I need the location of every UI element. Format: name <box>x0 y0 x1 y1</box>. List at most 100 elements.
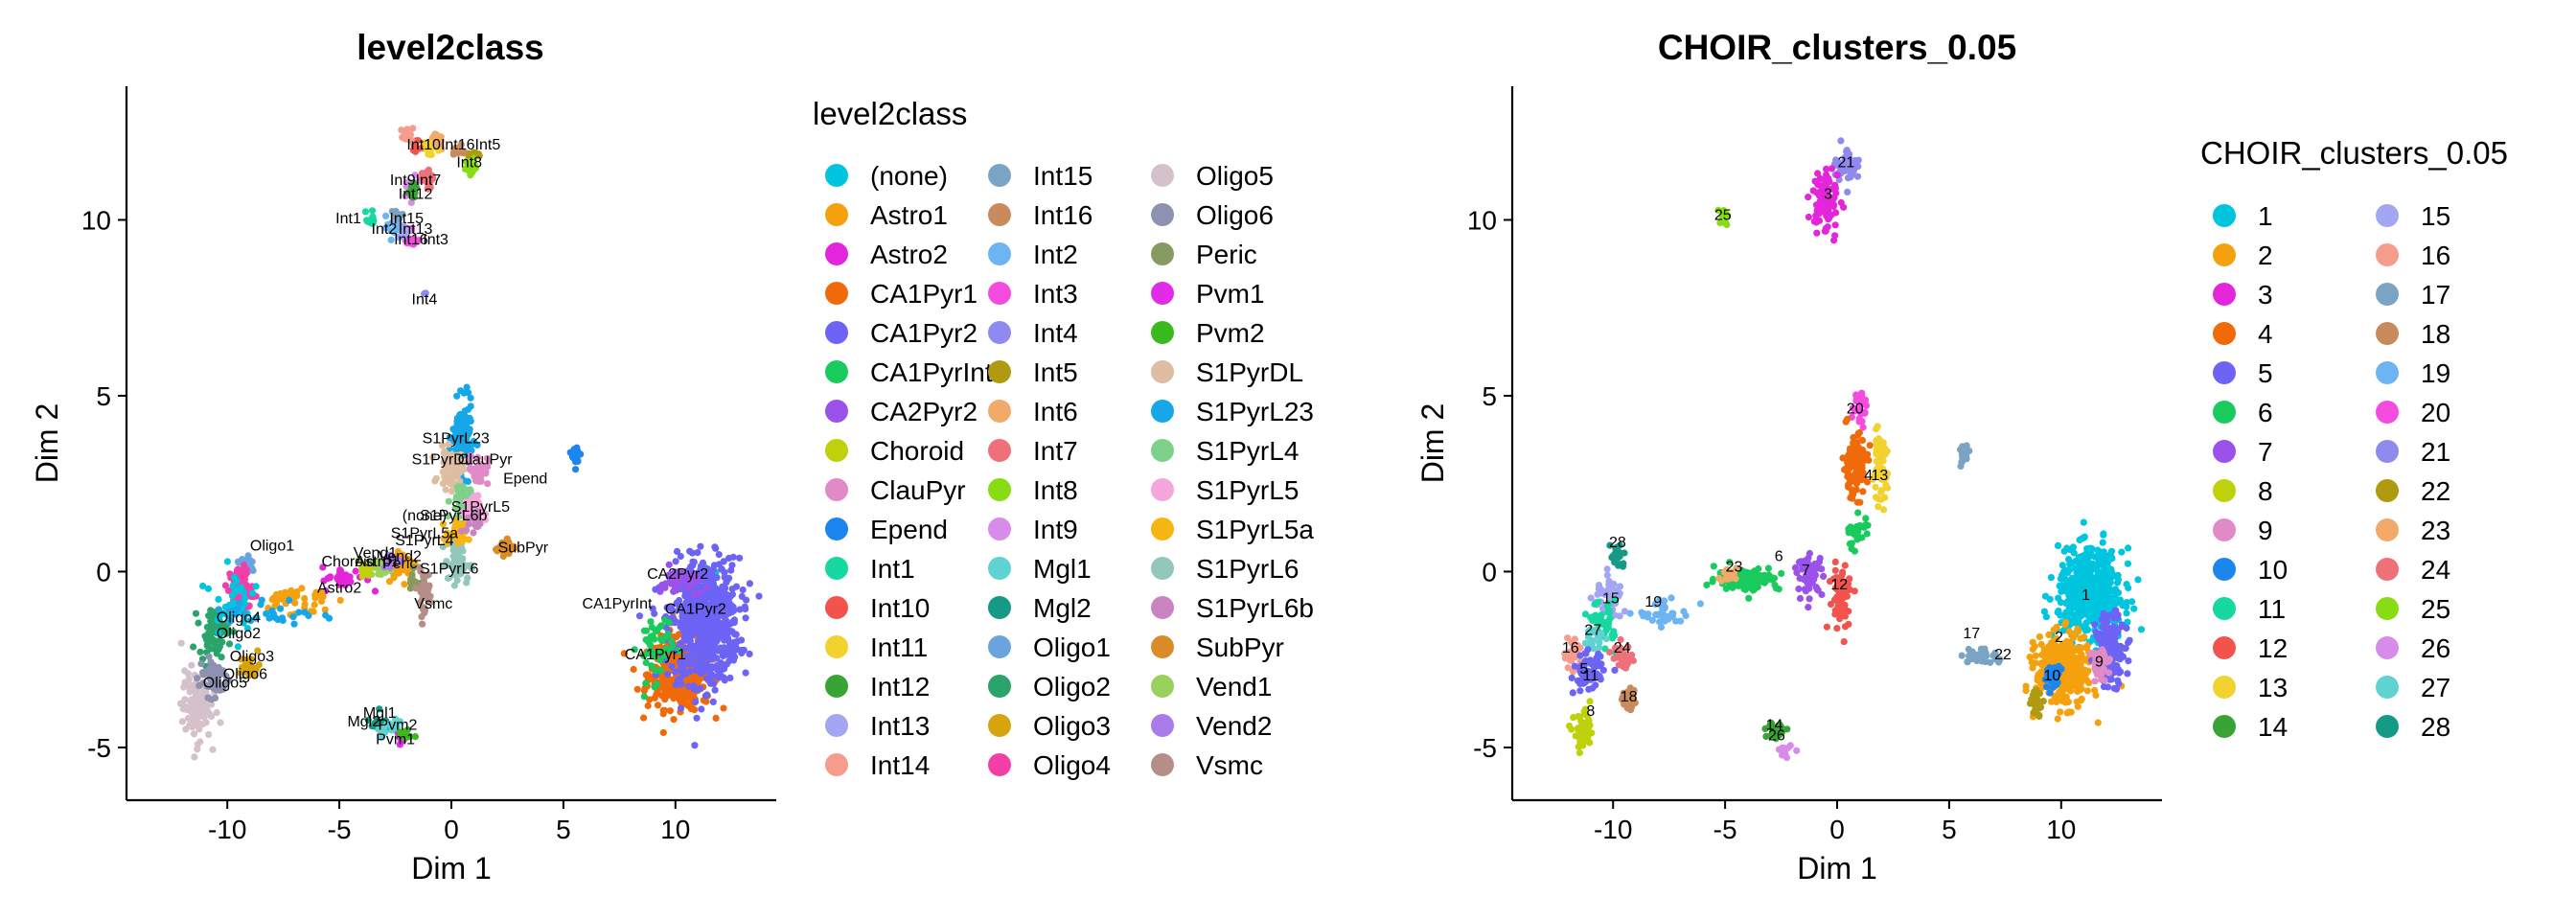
data-point <box>1881 494 1889 501</box>
data-point <box>2082 627 2089 634</box>
data-point <box>503 535 511 542</box>
data-point <box>407 183 415 191</box>
data-point <box>715 618 723 626</box>
data-point <box>2040 608 2048 615</box>
data-point <box>196 725 203 733</box>
cluster-label: Vend1 <box>354 545 397 562</box>
data-point <box>449 530 457 538</box>
data-point <box>215 675 222 682</box>
cluster-label: Int12 <box>399 186 433 202</box>
data-point <box>2064 640 2072 648</box>
data-point <box>2086 560 2094 567</box>
data-point <box>355 556 362 564</box>
data-point <box>1814 181 1822 189</box>
legend-item-label: S1PyrL23 <box>1196 397 1314 426</box>
legend-swatch <box>988 478 1011 501</box>
legend-item-label: Oligo1 <box>1033 632 1111 662</box>
data-point <box>1748 570 1757 578</box>
data-point <box>412 578 420 586</box>
data-point <box>2038 659 2046 667</box>
data-point <box>2077 567 2084 576</box>
data-point <box>1668 610 1676 617</box>
legend-item-label: ClauPyr <box>870 475 966 505</box>
data-point <box>2101 597 2108 605</box>
data-point <box>2078 697 2085 704</box>
data-point <box>205 730 213 739</box>
data-point <box>706 670 715 678</box>
data-point <box>681 600 690 608</box>
data-point <box>716 626 724 634</box>
cluster-label: Pvm2 <box>378 718 417 734</box>
data-point <box>2062 618 2070 627</box>
data-point <box>439 543 447 551</box>
data-point <box>1751 578 1759 586</box>
data-point <box>734 637 742 645</box>
data-point <box>450 524 459 532</box>
legend-swatch <box>1151 635 1174 658</box>
data-point <box>197 660 205 668</box>
data-point <box>2036 712 2043 721</box>
data-point <box>2091 612 2099 620</box>
data-point <box>2085 679 2093 687</box>
data-point <box>1858 436 1867 445</box>
data-point <box>703 631 712 638</box>
data-point <box>697 542 704 550</box>
data-point <box>661 696 669 703</box>
legend-swatch <box>988 596 1011 619</box>
data-point <box>2034 702 2041 710</box>
data-point <box>2076 655 2083 663</box>
data-point <box>709 698 717 706</box>
data-point <box>1795 585 1803 593</box>
legend-item-label: S1PyrL5 <box>1196 475 1299 505</box>
y-tick-label: 5 <box>96 381 111 411</box>
data-point <box>460 443 468 450</box>
data-point <box>2036 632 2043 641</box>
data-point <box>2031 643 2038 651</box>
data-point <box>442 486 449 494</box>
legend-item-label: Vsmc <box>1196 750 1263 780</box>
data-point <box>462 498 470 506</box>
data-point <box>217 719 224 726</box>
data-point <box>463 526 471 534</box>
data-point <box>1796 594 1805 603</box>
data-point <box>464 515 472 522</box>
data-point <box>2134 576 2142 584</box>
cluster-label: S1PyrL4 <box>395 533 453 549</box>
data-point <box>648 662 656 670</box>
data-point <box>445 441 452 448</box>
legend-swatch <box>988 714 1011 737</box>
data-point <box>1616 583 1624 590</box>
data-point <box>426 177 434 185</box>
data-point <box>696 637 703 645</box>
cluster-label: S1PyrL5 <box>451 499 510 516</box>
data-point <box>234 643 242 651</box>
data-point <box>377 726 384 734</box>
data-point <box>229 582 237 589</box>
data-point <box>2082 643 2090 651</box>
data-point <box>660 652 669 659</box>
data-point <box>2075 678 2082 686</box>
data-point <box>449 560 457 567</box>
data-point <box>2114 576 2122 584</box>
data-point <box>695 617 703 625</box>
data-point <box>686 639 694 647</box>
legend-swatch <box>988 635 1011 658</box>
data-point <box>1850 433 1857 442</box>
data-point <box>317 597 326 606</box>
data-point <box>2125 544 2132 552</box>
data-point <box>723 610 731 618</box>
data-point <box>661 682 670 691</box>
data-point <box>460 562 468 569</box>
data-point <box>241 610 248 618</box>
legend-swatch <box>1151 203 1174 226</box>
data-point <box>1760 571 1768 579</box>
legend-title: level2class <box>813 96 967 131</box>
data-point <box>475 476 483 484</box>
data-point <box>2101 677 2108 684</box>
data-point <box>674 676 682 684</box>
data-point <box>1608 554 1616 562</box>
cluster-label: Int8 <box>456 154 482 171</box>
legend-item-label: Vend1 <box>1196 672 1272 702</box>
data-point <box>245 672 253 679</box>
data-point <box>453 422 461 429</box>
